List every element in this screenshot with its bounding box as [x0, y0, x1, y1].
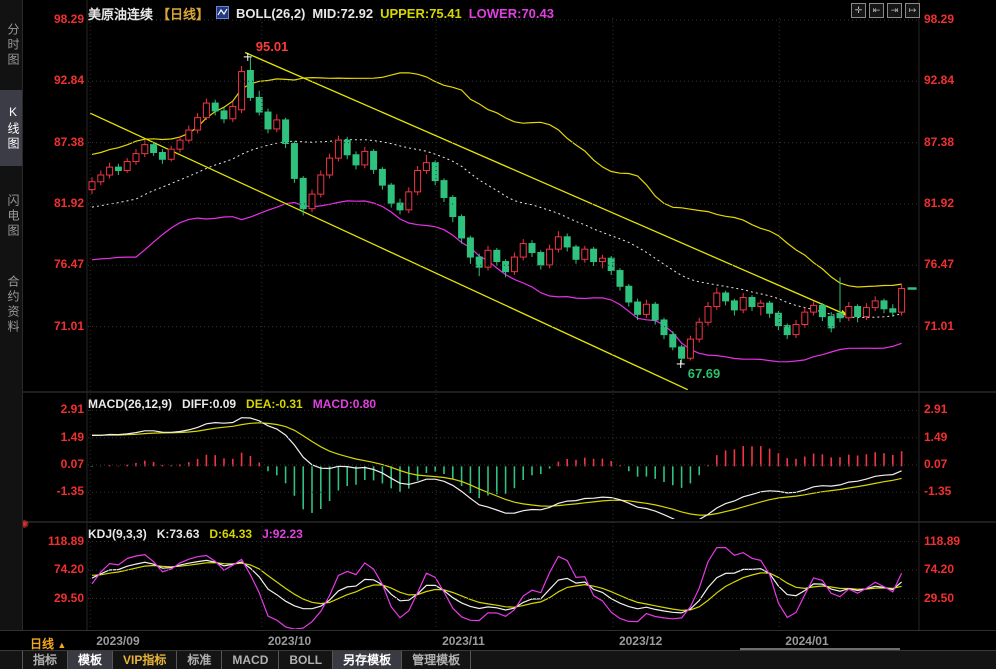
date-axis — [0, 630, 996, 651]
axis-label: 81.92 — [53, 195, 84, 210]
axis-label: -1.35 — [56, 484, 84, 499]
kdj-k-value: K:73.63 — [156, 527, 200, 541]
axis-label: 2.91 — [60, 402, 84, 417]
compress-time-icon[interactable]: ⇤ — [869, 3, 884, 18]
axis-label: 0.07 — [924, 457, 948, 471]
macd-dea-value: DEA:-0.31 — [246, 397, 303, 411]
axis-label: 92.84 — [924, 73, 955, 88]
period-tag: 【日线】 — [157, 7, 210, 22]
axis-label: 118.89 — [47, 533, 84, 548]
sidebar-item-contract-info[interactable]: 合约资料 — [6, 275, 20, 335]
date-label: 2023/12 — [618, 634, 663, 648]
tab-boll[interactable]: BOLL — [278, 651, 332, 669]
axis-label: 29.50 — [53, 590, 84, 605]
boll-label: BOLL(26,2) — [236, 6, 306, 21]
date-label: 2023/10 — [267, 634, 312, 648]
axis-label: 1.49 — [924, 429, 948, 444]
axis-label: 98.29 — [53, 12, 84, 26]
axis-label: 87.38 — [53, 134, 84, 149]
price-annotation: 67.69 — [688, 366, 721, 381]
expand-time-icon[interactable]: ⇥ — [887, 3, 902, 18]
axis-label: 0.07 — [60, 457, 84, 471]
tab-indicator[interactable]: 指标 — [22, 651, 67, 669]
kdj-panel-header: KDJ(9,3,3) K:73.63 D:64.33 J:92.23 — [88, 527, 303, 541]
axis-label: 118.89 — [924, 533, 961, 548]
date-label: 2024/01 — [785, 634, 829, 648]
axis-label: 92.84 — [53, 73, 84, 88]
sidebar: 分时图 K线图 闪电图 合约资料 — [0, 0, 23, 630]
bottom-tab-bar: 指标 模板 VIP指标 标准 MACD BOLL 另存模板 管理模板 — [0, 650, 996, 669]
tab-manage-template[interactable]: 管理模板 — [401, 651, 472, 669]
boll-mid-value: MID:72.92 — [312, 6, 374, 21]
period-selector[interactable]: 日线 ▲ — [30, 635, 66, 652]
kdj-name: KDJ(9,3,3) — [88, 527, 147, 541]
axis-label: 87.38 — [924, 134, 955, 149]
axis-label: 76.47 — [53, 257, 84, 272]
sidebar-item-kline-chart[interactable]: K线图 — [0, 90, 22, 166]
boll-indicator-icon[interactable] — [216, 5, 230, 22]
price-annotation: 95.01 — [256, 39, 289, 54]
kdj-j-value: J:92.23 — [262, 527, 303, 541]
axis-label: 76.47 — [924, 257, 955, 272]
tab-vip-indicator[interactable]: VIP指标 — [112, 651, 176, 669]
axis-label: 2.91 — [924, 402, 948, 417]
date-label: 2023/09 — [96, 634, 140, 648]
symbol-title: 美原油连续 — [88, 7, 154, 22]
kdj-d-value: D:64.33 — [209, 527, 253, 541]
axis-label: 71.01 — [924, 318, 955, 333]
scrollbar-thumb[interactable] — [740, 648, 900, 650]
period-label: 日线 — [30, 637, 55, 651]
red-asterisk-icon[interactable]: ✺ — [20, 519, 30, 531]
axis-label: 29.50 — [924, 590, 955, 605]
macd-panel-header: MACD(26,12,9) DIFF:0.09 DEA:-0.31 MACD:0… — [88, 397, 376, 411]
axis-label: 81.92 — [924, 195, 955, 210]
sidebar-item-time-chart[interactable]: 分时图 — [6, 22, 20, 68]
tab-template[interactable]: 模板 — [67, 651, 113, 669]
boll-lower-value: LOWER:70.43 — [468, 6, 554, 21]
tab-macd[interactable]: MACD — [221, 651, 278, 669]
axis-label: 74.20 — [53, 562, 84, 576]
axis-label: 74.20 — [924, 562, 955, 576]
macd-diff-value: DIFF:0.09 — [182, 397, 237, 411]
macd-bar-value: MACD:0.80 — [312, 397, 377, 411]
pan-right-icon[interactable]: ↦ — [905, 3, 920, 18]
sidebar-item-flash-chart[interactable]: 闪电图 — [6, 193, 20, 239]
axis-label: 1.49 — [60, 429, 84, 444]
axis-label: -1.35 — [924, 484, 952, 499]
tab-save-template[interactable]: 另存模板 — [332, 651, 402, 669]
macd-name: MACD(26,12,9) — [88, 397, 173, 411]
tab-standard[interactable]: 标准 — [176, 651, 221, 669]
crosshair-icon[interactable]: ✛ — [851, 3, 866, 18]
triangle-up-icon: ▲ — [57, 640, 67, 650]
axis-label: 98.29 — [924, 12, 955, 26]
boll-upper-value: UPPER:75.41 — [380, 6, 462, 21]
axis-label: 71.01 — [53, 318, 84, 333]
main-chart-header: 美原油连续 【日线】 BOLL(26,2) MID:72.92 UPPER:75… — [88, 4, 554, 23]
chart-toolbar: ✛ ⇤ ⇥ ↦ — [851, 3, 920, 18]
date-label: 2023/11 — [442, 634, 485, 648]
